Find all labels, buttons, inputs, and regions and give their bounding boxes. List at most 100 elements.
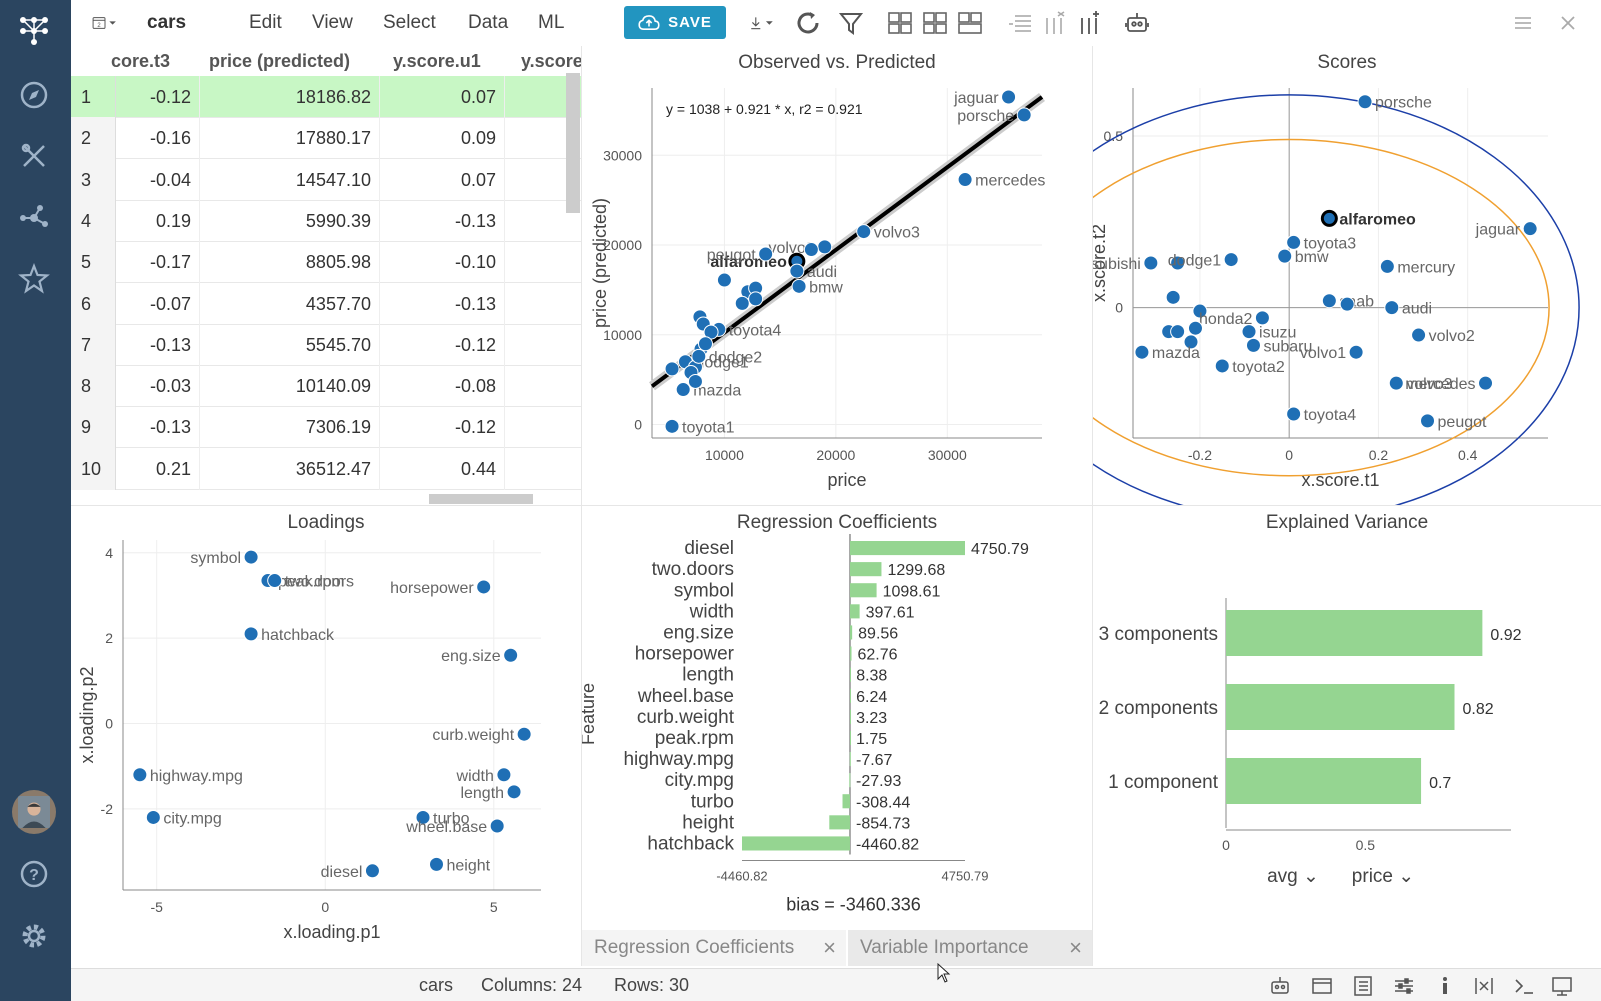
table-row[interactable]: 10 0.21 36512.47 0.44 xyxy=(71,447,581,490)
network-icon[interactable] xyxy=(15,199,53,237)
cell-price-predicted[interactable]: 5545.70 xyxy=(200,323,380,366)
cell-price-predicted[interactable]: 4357.70 xyxy=(200,282,380,325)
data-point[interactable] xyxy=(1254,310,1270,326)
data-point[interactable] xyxy=(267,573,283,589)
cell-u1[interactable]: -0.08 xyxy=(380,365,505,408)
cell-t3[interactable]: -0.03 xyxy=(116,365,200,408)
data-point[interactable] xyxy=(243,626,259,642)
data-point[interactable] xyxy=(664,418,680,434)
data-point[interactable] xyxy=(145,809,161,825)
data-point[interactable] xyxy=(132,767,148,783)
data-point[interactable] xyxy=(789,263,805,279)
cell-u1[interactable]: -0.12 xyxy=(380,406,505,449)
remove-columns-icon[interactable] xyxy=(1040,8,1070,38)
data-point[interactable] xyxy=(1357,94,1373,110)
data-point[interactable] xyxy=(1134,344,1150,360)
cell-t3[interactable]: -0.04 xyxy=(116,158,200,201)
window-icon[interactable] xyxy=(1311,975,1333,997)
coefficient-bar[interactable] xyxy=(849,562,882,577)
data-point[interactable] xyxy=(1214,358,1230,374)
variance-bar[interactable] xyxy=(1226,684,1455,730)
data-point[interactable] xyxy=(516,726,532,742)
coefficient-bar[interactable] xyxy=(849,773,851,788)
data-point[interactable] xyxy=(697,336,713,352)
datagrok-logo-icon[interactable] xyxy=(15,12,53,50)
data-point[interactable] xyxy=(1143,255,1159,271)
cell-price-predicted[interactable]: 18186.82 xyxy=(200,76,380,118)
cell-u1[interactable]: 0.07 xyxy=(380,158,505,201)
scores-chart[interactable]: -0.2 0 0.2 0.4 0 0.5 x.score.t1 x.score.t2 porsc… xyxy=(998,46,1601,522)
data-point[interactable] xyxy=(957,172,973,188)
row-index[interactable]: 1 xyxy=(71,76,116,118)
data-point[interactable] xyxy=(415,809,431,825)
data-point[interactable] xyxy=(1165,289,1181,305)
coefficient-bar[interactable] xyxy=(849,688,851,703)
tab-variable-importance[interactable]: Variable Importance × xyxy=(848,930,1092,966)
cell-u1[interactable]: -0.13 xyxy=(380,199,505,242)
cell-u1[interactable]: -0.10 xyxy=(380,241,505,284)
data-point[interactable] xyxy=(1522,221,1538,237)
coefficient-bar[interactable] xyxy=(849,541,965,556)
cell-t3[interactable]: -0.12 xyxy=(116,76,200,118)
filter-icon[interactable] xyxy=(836,8,866,38)
data-point[interactable] xyxy=(1183,334,1199,350)
presentation-icon[interactable] xyxy=(1551,975,1573,997)
data-point[interactable] xyxy=(476,579,492,595)
view-switcher-button[interactable]: 2 xyxy=(81,8,129,38)
cell-price-predicted[interactable]: 36512.47 xyxy=(200,447,380,490)
data-point[interactable] xyxy=(503,647,519,663)
cell-price-predicted[interactable]: 17880.17 xyxy=(200,117,380,160)
table-row[interactable]: 5 -0.17 8805.98 -0.10 xyxy=(71,241,581,284)
row-index[interactable]: 3 xyxy=(71,158,116,201)
coefficient-bar[interactable] xyxy=(849,667,851,682)
data-point[interactable] xyxy=(243,549,259,565)
table-row[interactable]: 2 -0.16 17880.17 0.09 xyxy=(71,117,581,160)
row-index[interactable]: 2 xyxy=(71,117,116,160)
data-point[interactable] xyxy=(1379,258,1395,274)
data-grid[interactable]: core.t3 price (predicted) y.score.u1 y.s… xyxy=(71,46,581,505)
data-point[interactable] xyxy=(758,246,774,262)
coefficient-bar[interactable] xyxy=(742,836,850,851)
data-point[interactable] xyxy=(1339,296,1355,312)
save-button[interactable]: SAVE xyxy=(624,6,726,39)
tools-icon[interactable] xyxy=(15,137,53,175)
cell-price-predicted[interactable]: 7306.19 xyxy=(200,406,380,449)
variables-icon[interactable] xyxy=(1473,975,1495,997)
cell-t3[interactable]: -0.13 xyxy=(116,323,200,366)
data-point[interactable] xyxy=(1223,252,1239,268)
table-row[interactable]: 9 -0.13 7306.19 -0.12 xyxy=(71,406,581,449)
table-row[interactable]: 6 -0.07 4357.70 -0.13 xyxy=(71,282,581,325)
close-icon[interactable] xyxy=(1553,8,1583,38)
data-point[interactable] xyxy=(1388,375,1404,391)
row-index[interactable]: 8 xyxy=(71,365,116,408)
close-tab-icon[interactable]: × xyxy=(1069,935,1082,960)
cell-u1[interactable]: 0.09 xyxy=(380,117,505,160)
cell-price-predicted[interactable]: 14547.10 xyxy=(200,158,380,201)
row-index[interactable]: 9 xyxy=(71,406,116,449)
coefficient-bar[interactable] xyxy=(849,583,877,598)
properties-icon[interactable] xyxy=(1352,975,1374,997)
data-point[interactable] xyxy=(1001,89,1017,105)
loadings-chart[interactable]: -5 0 5 -2 0 2 4 x.loading.p1 x.loading.p2 symbol p… xyxy=(71,506,581,966)
horizontal-scrollbar[interactable] xyxy=(429,494,533,504)
data-point[interactable] xyxy=(1241,324,1257,340)
coefficient-bar[interactable] xyxy=(849,752,851,767)
download-icon[interactable] xyxy=(739,8,785,38)
column-header[interactable]: y.score.u1 xyxy=(393,51,481,71)
data-point[interactable] xyxy=(489,818,505,834)
data-point[interactable] xyxy=(1192,303,1208,319)
hamburger-menu-icon[interactable] xyxy=(1508,8,1538,38)
data-point[interactable] xyxy=(1411,327,1427,343)
data-point[interactable] xyxy=(1016,107,1032,123)
column-header[interactable]: y.score xyxy=(521,51,581,71)
vertical-scrollbar[interactable] xyxy=(566,73,580,213)
add-rows-icon[interactable] xyxy=(1005,8,1035,38)
cell-t3[interactable]: 0.19 xyxy=(116,199,200,242)
data-point[interactable] xyxy=(748,291,764,307)
data-point[interactable] xyxy=(496,767,512,783)
table-row[interactable]: 8 -0.03 10140.09 -0.08 xyxy=(71,365,581,408)
row-index[interactable]: 4 xyxy=(71,199,116,242)
data-point[interactable] xyxy=(364,863,380,879)
data-point[interactable] xyxy=(803,242,819,258)
add-columns-icon[interactable] xyxy=(1075,8,1105,38)
